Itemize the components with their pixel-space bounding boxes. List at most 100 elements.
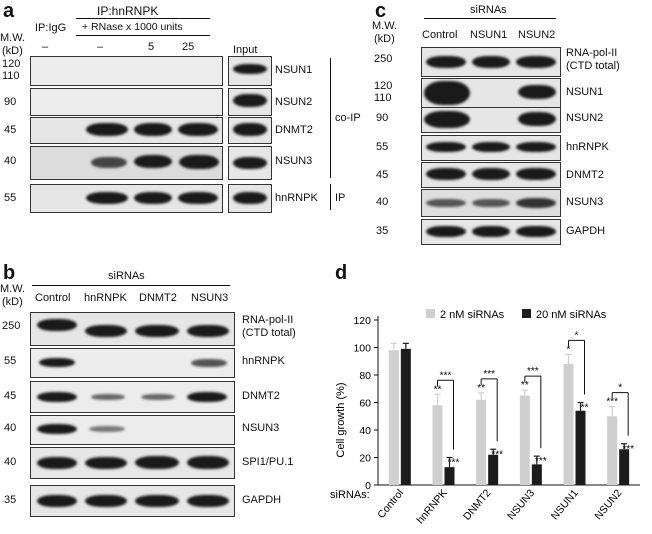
y-tick-label: 120 [353, 315, 371, 327]
row-gapdh: GAPDH [242, 494, 282, 506]
blot-b-rnapol [30, 312, 235, 346]
y-tick-label: 100 [353, 343, 371, 355]
condition-4: 25 [182, 41, 195, 53]
blot-a-hnrnpk [30, 184, 223, 213]
category-label: NSUN2 [592, 487, 624, 522]
category-label: NSUN3 [505, 487, 537, 522]
legend-label-2nm: 2 nM siRNAs [440, 309, 505, 321]
y-tick-label: 80 [359, 370, 371, 382]
coip-label: co-IP [335, 112, 361, 124]
sig-bracket: *** [483, 369, 495, 380]
mw-55: 55 [376, 141, 389, 153]
mw-unit: (kD) [2, 45, 23, 57]
bar-20nm [444, 467, 455, 485]
mw-label: M.W. [372, 20, 398, 32]
blot-c-nsun3 [421, 189, 561, 217]
panel-b-letter: b [3, 262, 16, 284]
row-ctd: (CTD total) [242, 327, 296, 339]
blot-b-hnrnpk [30, 348, 235, 378]
row-ctd: (CTD total) [566, 60, 620, 72]
mw-unit: (kD) [374, 33, 395, 45]
mw-unit: (kD) [2, 296, 23, 308]
sig-20nm: *** [535, 456, 547, 467]
legend-label-20nm: 20 nM siRNAs [536, 309, 607, 321]
ip-hnrnpk-label: IP:hnRNPK [97, 4, 159, 18]
row-hnrnpk: hnRNPK [242, 355, 285, 367]
bar-20nm [488, 454, 499, 485]
category-label: NSUN1 [549, 487, 581, 522]
sig-bracket: * [618, 383, 622, 394]
mw-120: 120 [2, 58, 21, 70]
sig-2nm: * [567, 344, 571, 355]
panel-c-letter: c [375, 0, 387, 22]
blot-a-hnrnpk-input [228, 184, 272, 213]
bar-20nm [619, 449, 630, 485]
mw-250: 250 [2, 320, 21, 332]
blot-a-nsun1 [30, 56, 223, 86]
cell-growth-chart: Cell growth (%) siRNAs: 0 20 40 60 80 100 120 2… [330, 309, 640, 526]
y-tick-label: 20 [359, 453, 371, 465]
row-hnrnpk: hnRNPK [566, 141, 609, 153]
sig-20nm: *** [491, 449, 503, 460]
blot-b-gapdh [30, 485, 235, 517]
bar-2nm [476, 399, 487, 485]
blot-b-dnmt2 [30, 381, 235, 413]
sirnas-label: siRNAs [470, 4, 507, 16]
sig-2nm: ** [477, 383, 485, 394]
sig-bracket: *** [527, 366, 539, 377]
blot-c-nsun2 [421, 107, 561, 133]
bar-20nm [531, 464, 542, 485]
panel-d-letter: d [335, 262, 348, 284]
y-tick-label: 0 [365, 480, 371, 492]
lane-nsun2: NSUN2 [518, 29, 556, 41]
sirnas-axis-label: siRNAs: [330, 489, 370, 501]
mw-110: 110 [374, 92, 392, 104]
bar-2nm [563, 364, 574, 485]
row-nsun3: NSUN3 [242, 422, 280, 434]
row-dnmt2: DNMT2 [275, 124, 313, 136]
blot-a-dnmt2 [30, 117, 223, 144]
sig-bracket: * [575, 330, 579, 341]
sig-2nm: *** [606, 397, 618, 408]
rnase-label: + RNase x 1000 units [82, 21, 183, 33]
mw-40: 40 [4, 155, 17, 167]
ip-label: IP [335, 192, 346, 204]
mw-45: 45 [4, 124, 17, 136]
mw-250: 250 [374, 53, 393, 65]
sig-20nm: *** [448, 458, 460, 469]
legend-swatch-20nm [522, 309, 531, 318]
row-spi1: SPI1/PU.1 [242, 456, 294, 468]
sig-bracket: *** [440, 370, 452, 381]
mw-label: M.W. [0, 283, 26, 295]
y-tick-label: 60 [359, 398, 371, 410]
blot-c-hnrnpk [421, 135, 561, 161]
blot-a-nsun2 [30, 88, 223, 116]
blot-c-rnapol [421, 47, 561, 77]
mw-55: 55 [4, 192, 17, 204]
y-axis-label: Cell growth (%) [335, 382, 347, 457]
row-dnmt2: DNMT2 [242, 390, 280, 402]
condition-3: 5 [148, 41, 155, 53]
bar-2nm [519, 395, 530, 485]
mw-110: 110 [2, 70, 20, 82]
row-nsun3: NSUN3 [566, 196, 604, 208]
bar-2nm [388, 350, 399, 485]
mw-90: 90 [4, 96, 17, 108]
mw-45: 45 [4, 390, 17, 402]
ip-igg-label: IP:IgG [35, 22, 67, 34]
sig-20nm: *** [622, 444, 634, 455]
row-hnrnpk: hnRNPK [275, 192, 318, 204]
row-nsun1: NSUN1 [275, 64, 313, 76]
mw-35: 35 [4, 494, 17, 506]
mw-40: 40 [376, 196, 389, 208]
row-nsun2: NSUN2 [275, 96, 313, 108]
category-label: hnRNPK [414, 487, 449, 526]
category-label: Control [375, 487, 406, 521]
mw-90: 90 [376, 112, 389, 124]
blot-b-nsun3 [30, 415, 235, 445]
blot-a-nsun1-input [228, 56, 272, 86]
mw-40: 40 [4, 422, 17, 434]
mw-45: 45 [376, 169, 389, 181]
row-nsun3: NSUN3 [275, 155, 313, 167]
blot-a-dnmt2-input [228, 117, 272, 144]
